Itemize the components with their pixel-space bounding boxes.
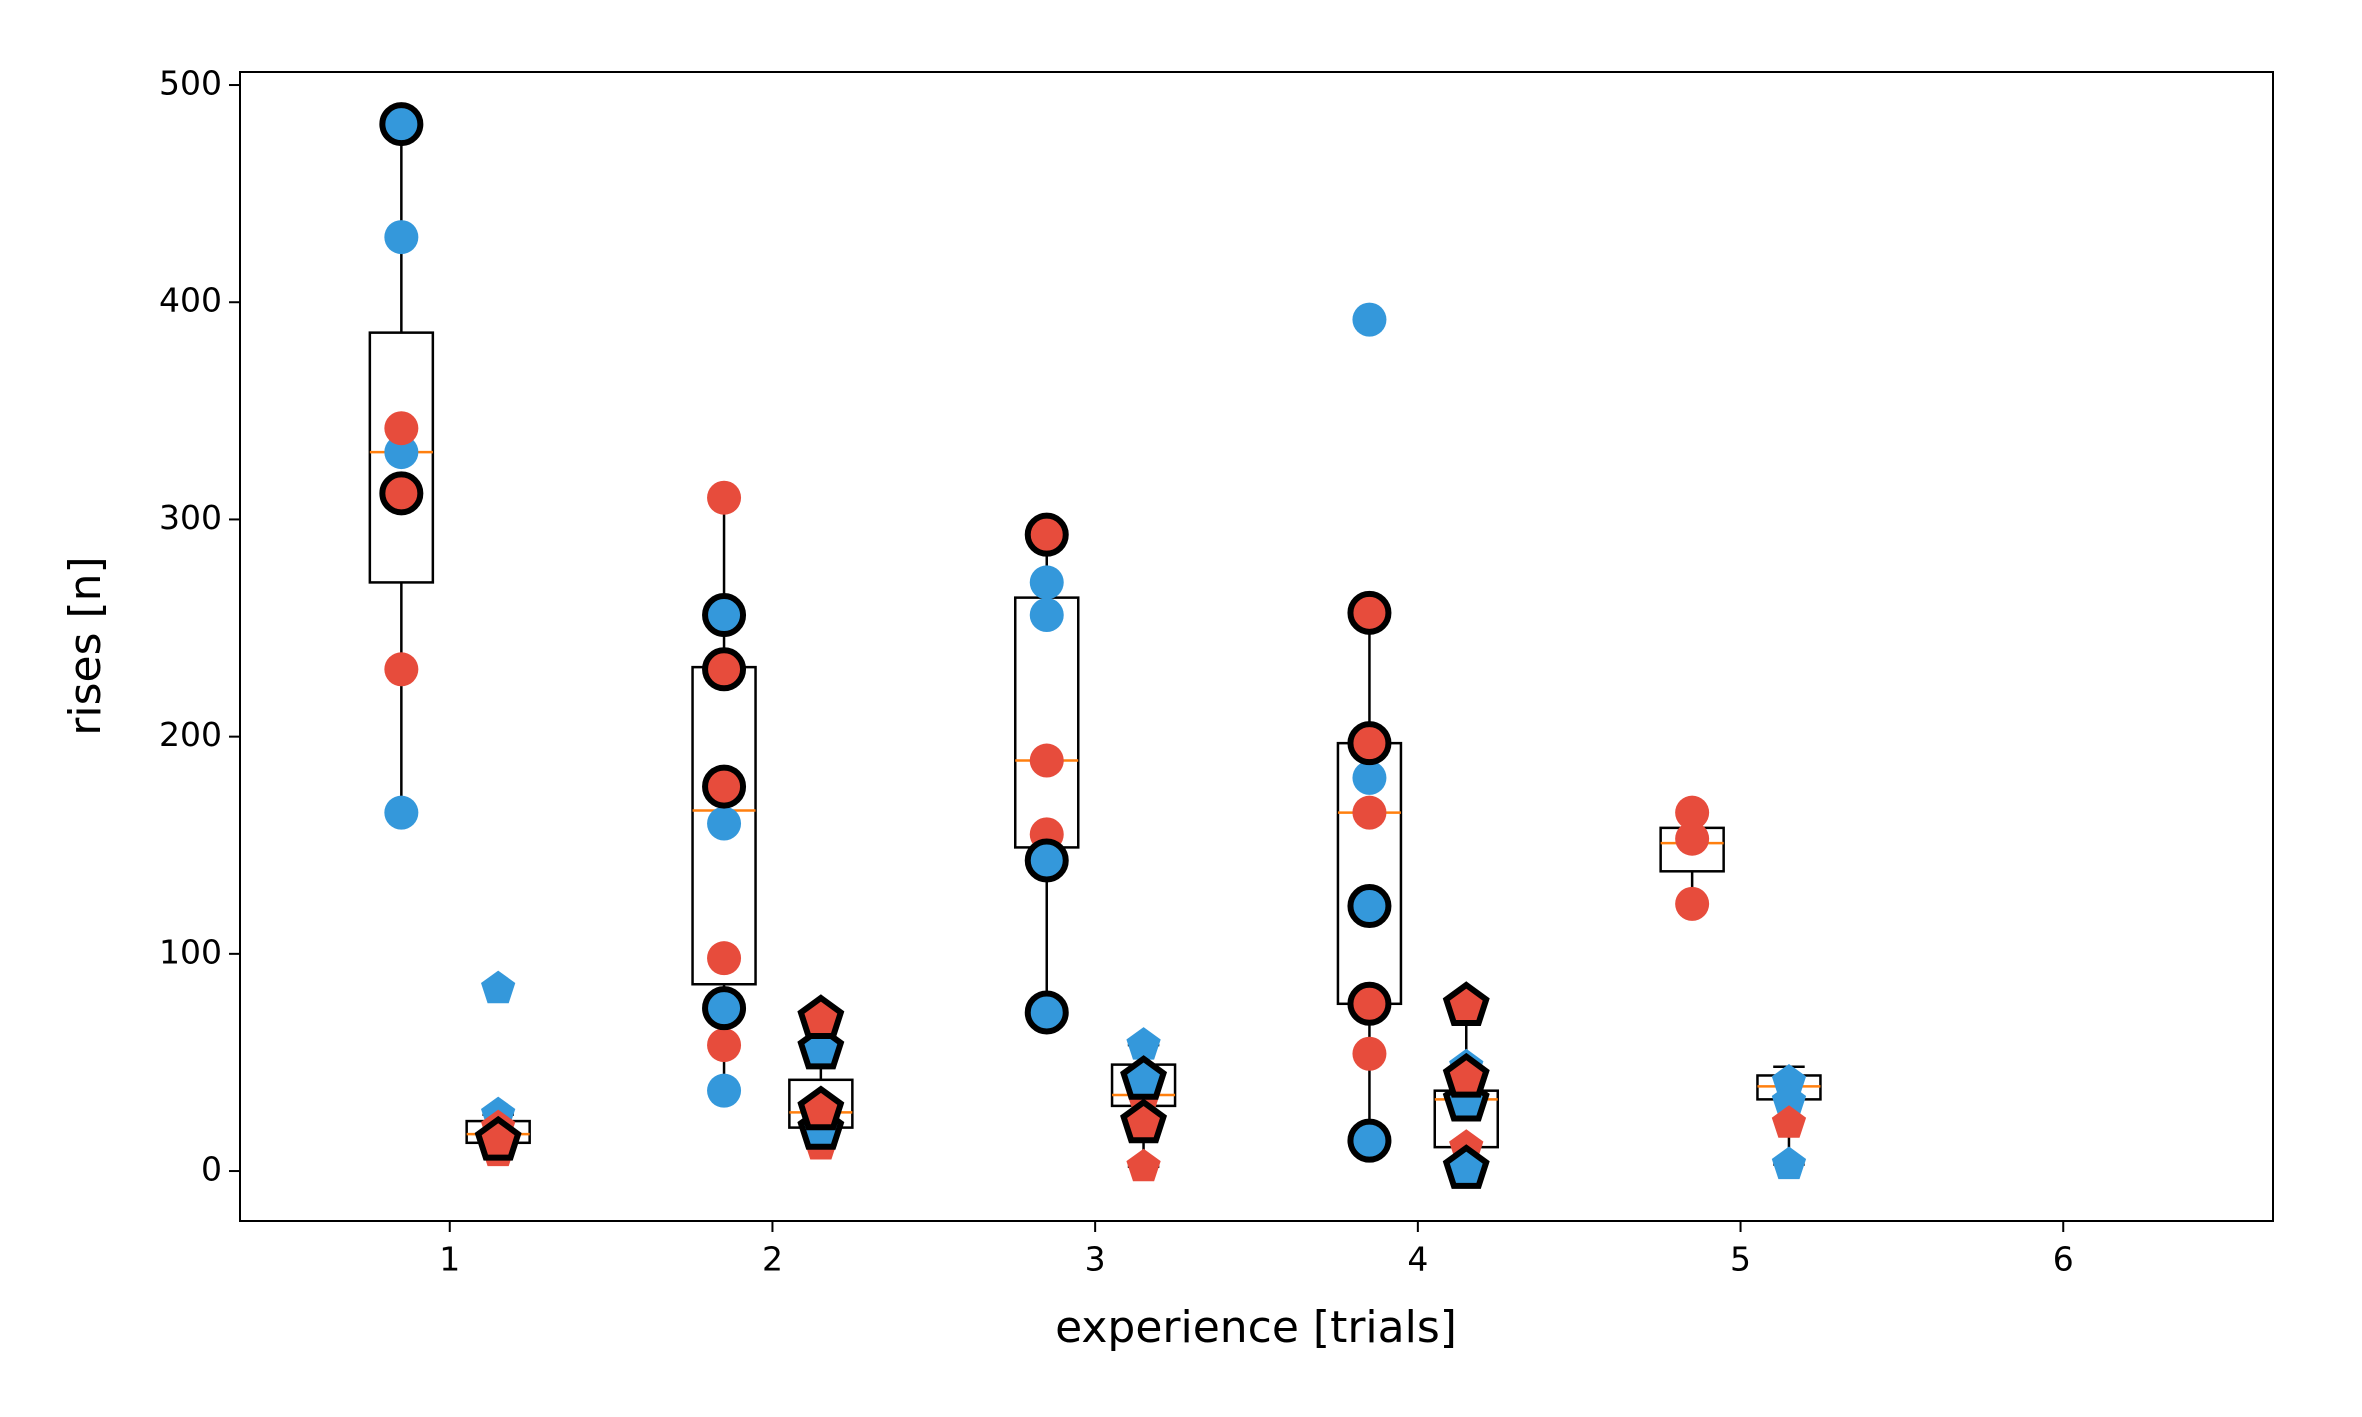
point [384, 795, 419, 830]
y-tick-label: 0 [201, 1150, 222, 1189]
point [1347, 981, 1392, 1026]
point [702, 593, 747, 638]
point [1029, 598, 1064, 633]
point [1352, 1036, 1387, 1071]
point [379, 471, 424, 516]
point [707, 1073, 742, 1108]
point [1347, 884, 1392, 929]
point [1771, 1064, 1807, 1097]
x-tick-label: 1 [439, 1240, 460, 1279]
point [1120, 1098, 1168, 1144]
point [481, 970, 516, 1004]
point [1675, 821, 1710, 856]
point [1347, 590, 1392, 635]
y-tick-label: 200 [159, 715, 222, 754]
point [1126, 1148, 1161, 1182]
y-tick-label: 500 [159, 64, 222, 103]
plot-frame [239, 71, 2274, 1222]
point [707, 806, 742, 841]
point [379, 102, 424, 147]
point [1029, 743, 1064, 778]
point [1675, 886, 1710, 921]
point [707, 1028, 742, 1063]
point [702, 986, 747, 1031]
point [384, 411, 419, 446]
x-tick-label: 2 [762, 1240, 783, 1279]
y-tick-label: 100 [159, 932, 222, 971]
y-tick-label: 400 [159, 281, 222, 320]
x-axis-label: experience [trials] [1055, 1302, 1457, 1353]
box [368, 331, 435, 584]
y-axis-label: rises [n] [60, 556, 111, 735]
point [1442, 1052, 1490, 1098]
point [1771, 1146, 1807, 1180]
point [702, 647, 747, 692]
point [1352, 302, 1387, 337]
point [474, 1115, 522, 1161]
point [797, 1085, 845, 1131]
point [797, 994, 845, 1039]
point [1347, 721, 1392, 766]
point [1024, 512, 1069, 557]
point [707, 941, 742, 976]
y-tick-label: 300 [159, 498, 222, 537]
point [1352, 760, 1387, 795]
point [707, 480, 742, 515]
point [1126, 1027, 1161, 1060]
point [384, 220, 419, 255]
point [1029, 565, 1064, 600]
x-tick-label: 4 [1407, 1240, 1428, 1279]
point [1442, 981, 1490, 1026]
point [1442, 1144, 1490, 1189]
point [1120, 1055, 1168, 1100]
point [702, 764, 747, 809]
point [1347, 1118, 1392, 1163]
x-tick-label: 3 [1085, 1240, 1106, 1279]
point [1352, 795, 1387, 830]
x-tick-label: 5 [1730, 1240, 1751, 1279]
x-tick-label: 6 [2053, 1240, 2074, 1279]
point [1771, 1083, 1807, 1117]
point [384, 435, 419, 470]
point [1024, 838, 1069, 883]
point [1675, 795, 1710, 830]
point [1771, 1105, 1807, 1138]
point [384, 652, 419, 687]
point [1024, 990, 1069, 1035]
